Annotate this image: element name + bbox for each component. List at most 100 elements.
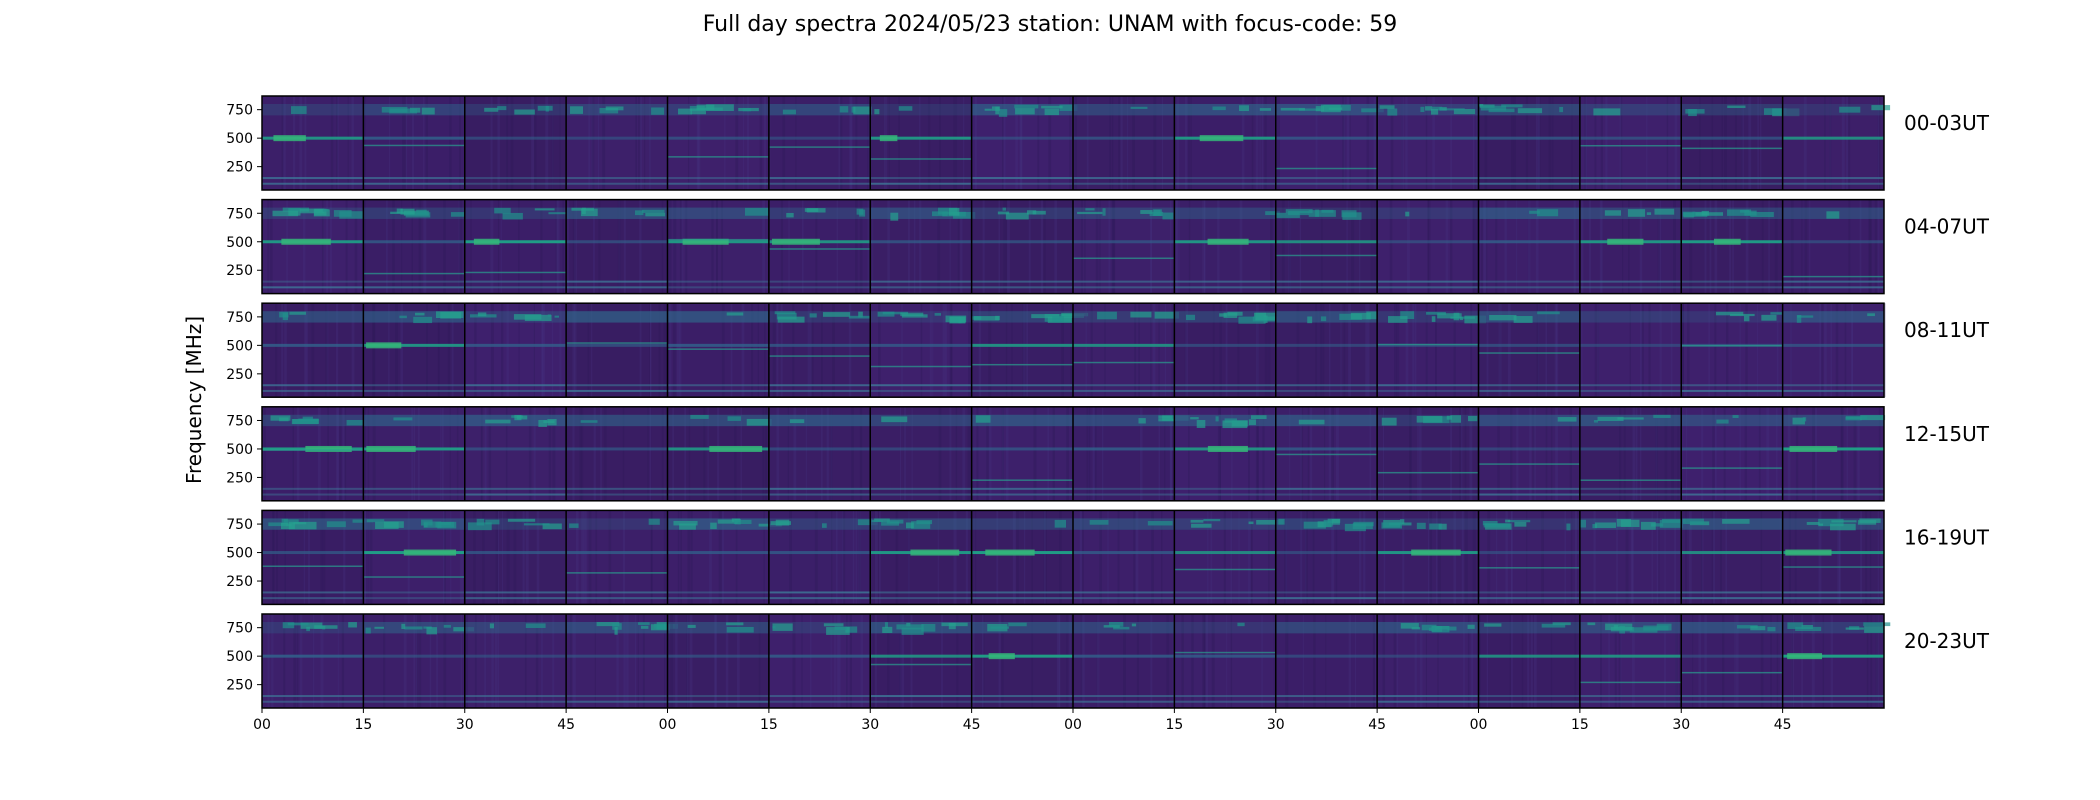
x-tick-label: 00 — [1064, 717, 1082, 733]
spectrogram-panel — [1173, 614, 1276, 708]
texture-streak — [1822, 614, 1825, 708]
texture-streak — [372, 406, 376, 501]
texture-streak — [1358, 510, 1362, 605]
band-hotspot — [383, 521, 404, 528]
texture-streak — [1516, 199, 1518, 294]
band-hotspot — [339, 211, 363, 219]
texture-streak — [1623, 406, 1626, 501]
band-500 — [1478, 551, 1580, 555]
band-low — [1681, 591, 1783, 594]
texture-streak — [1685, 510, 1687, 605]
texture-streak — [1111, 199, 1115, 294]
spectrogram-panel — [869, 303, 972, 398]
texture-streak — [1251, 510, 1253, 605]
texture-streak — [1874, 199, 1877, 294]
band-hotspot — [514, 109, 535, 115]
texture-streak — [1865, 510, 1868, 605]
texture-streak — [482, 510, 485, 605]
band-low — [566, 286, 668, 289]
band-low — [1377, 591, 1479, 594]
texture-streak — [367, 510, 369, 605]
texture-streak — [518, 199, 520, 294]
texture-streak — [336, 406, 339, 501]
band-hotspot — [1617, 417, 1644, 420]
spectrogram-panel — [262, 406, 366, 501]
band-hotspot — [1138, 418, 1146, 424]
band-low — [667, 700, 769, 703]
band-hotspot — [548, 212, 568, 215]
texture-streak — [1351, 199, 1355, 294]
texture-streak — [559, 303, 562, 398]
texture-streak — [1389, 199, 1393, 294]
texture-streak — [1511, 96, 1514, 190]
texture-streak — [852, 510, 855, 605]
texture-streak — [326, 199, 329, 294]
texture-streak — [776, 406, 780, 501]
band-hotspot — [1421, 624, 1437, 631]
texture-streak — [541, 614, 543, 708]
band-hotspot — [1113, 626, 1130, 630]
texture-streak — [1202, 199, 1206, 294]
texture-streak — [465, 614, 469, 708]
texture-streak — [1449, 199, 1453, 294]
band-low — [1579, 487, 1682, 490]
band-hotspot — [1613, 625, 1619, 629]
texture-streak — [1161, 510, 1163, 605]
band-hotspot — [1303, 521, 1326, 529]
texture-streak — [974, 96, 977, 190]
band-500 — [1782, 654, 1884, 658]
texture-streak — [541, 303, 544, 398]
x-tick-label: 15 — [760, 717, 778, 733]
texture-streak — [1435, 303, 1437, 398]
band-hotspot — [651, 107, 665, 115]
texture-streak — [296, 406, 300, 501]
band-500 — [1579, 654, 1682, 658]
band-upper — [363, 414, 465, 427]
band-low — [566, 700, 668, 703]
band-hotspot — [1275, 212, 1300, 218]
panel-background — [1073, 303, 1175, 398]
spectrogram-panel — [1781, 406, 1886, 501]
texture-streak — [594, 614, 596, 708]
texture-streak — [1824, 303, 1827, 398]
texture-streak — [986, 406, 989, 501]
texture-streak — [1322, 303, 1325, 398]
band-upper — [971, 621, 1073, 634]
band-hotspot — [1431, 109, 1439, 115]
texture-streak — [1768, 199, 1770, 294]
y-tick-label: 250 — [226, 574, 253, 590]
spectrogram-panel — [1275, 406, 1378, 501]
texture-streak — [552, 96, 554, 190]
texture-streak — [403, 614, 407, 708]
texture-streak — [1001, 406, 1004, 501]
y-tick-label: 750 — [226, 310, 253, 326]
band-hotspot — [948, 207, 960, 216]
band-500-burst — [305, 445, 352, 452]
texture-streak — [566, 199, 570, 294]
texture-streak — [1396, 303, 1400, 398]
chart-title: Full day spectra 2024/05/23 station: UNA… — [702, 12, 1398, 37]
texture-streak — [364, 510, 367, 605]
band-hotspot — [1517, 108, 1543, 114]
band-low — [262, 280, 364, 283]
texture-streak — [1675, 614, 1678, 708]
band-hotspot — [306, 626, 310, 632]
texture-streak — [716, 199, 718, 294]
spectrogram-panel — [565, 406, 668, 501]
band-hotspot — [1483, 523, 1511, 528]
texture-streak — [1436, 510, 1438, 605]
band-low — [1377, 487, 1479, 490]
band-upper — [1377, 311, 1479, 323]
band-hotspot — [1097, 311, 1117, 320]
x-tick-label: 45 — [963, 717, 981, 733]
interference-line — [971, 479, 1073, 481]
band-hotspot — [545, 105, 549, 112]
band-hotspot — [489, 623, 495, 629]
texture-streak — [271, 614, 274, 708]
band-500 — [1579, 343, 1682, 347]
texture-streak — [982, 614, 985, 708]
texture-streak — [1550, 406, 1553, 501]
band-low — [1073, 700, 1175, 703]
band-500 — [1073, 654, 1175, 658]
texture-streak — [1527, 199, 1531, 294]
